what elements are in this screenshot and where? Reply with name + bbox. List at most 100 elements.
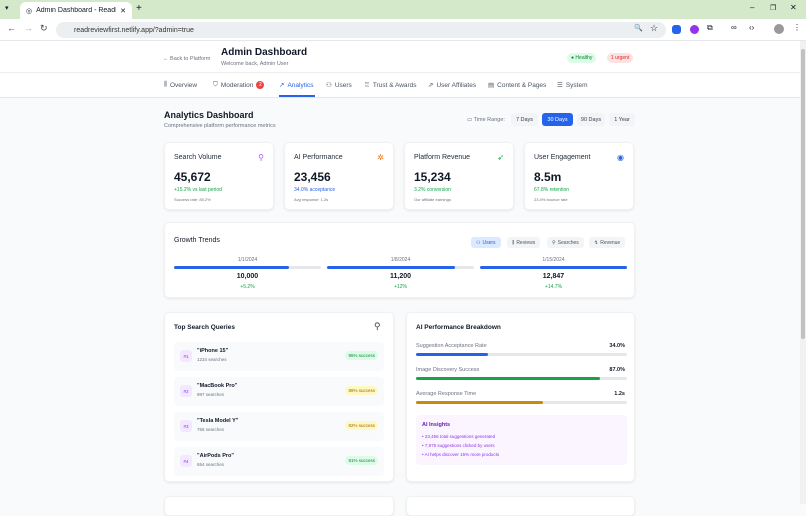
page-title: Admin Dashboard (221, 47, 308, 58)
metric-label: Image Discovery Success (416, 367, 480, 373)
tab-content-pages[interactable]: ▤ Content & Pages (488, 81, 547, 90)
range-30-days-button[interactable]: 30 Days (542, 113, 573, 126)
growth-tab-searches[interactable]: ⚲ Searches (547, 237, 584, 248)
minimize-icon[interactable]: – (750, 3, 755, 12)
zoom-icon[interactable]: 🔍 (634, 25, 643, 32)
profile-avatar[interactable] (774, 24, 784, 34)
insight-item: • 7,975 suggestions clicked by users (422, 443, 495, 448)
close-window-icon[interactable]: ✕ (790, 3, 797, 12)
close-tab-icon[interactable]: ✕ (120, 7, 126, 15)
stat-change: 34.0% acceptance (294, 187, 336, 193)
metric-value: 34.0% (609, 343, 625, 349)
insight-item: • AI helps discover 15% more products (422, 452, 500, 457)
growth-change: +5.2% (240, 284, 255, 290)
back-to-platform-link[interactable]: ← Back to Platform (163, 56, 211, 62)
scrollbar-thumb[interactable] (801, 49, 805, 339)
active-tab-indicator (279, 95, 315, 97)
stat-title: AI Performance (294, 154, 343, 161)
growth-tab-label: Searches (557, 239, 579, 246)
query-rank: #2 (180, 385, 192, 397)
reload-icon[interactable]: ↻ (40, 23, 48, 33)
moderation-count-badge: 2 (256, 81, 265, 89)
link-icon[interactable]: ∞ (731, 23, 737, 32)
growth-trends-card: Growth Trends ⚇ Users ⫼ Reviews ⚲ Searches … (164, 222, 635, 298)
range-7-days-button[interactable]: 7 Days (511, 113, 538, 126)
stat-value: 45,672 (174, 170, 211, 184)
devtools-icon[interactable]: ‹› (749, 23, 755, 32)
growth-value: 11,200 (389, 273, 412, 280)
query-count: 654 searches (197, 462, 225, 467)
url-input[interactable]: readreviewfirst.netlify.app/?admin=true (56, 22, 666, 38)
growth-tab-revenue[interactable]: ↯ Revenue (589, 237, 626, 248)
growth-tab-reviews[interactable]: ⫼ Reviews (507, 237, 541, 248)
sparkle-icon: ✲ (377, 153, 384, 162)
search-query-item[interactable]: #1 "iPhone 15" 1234 searches 95% success (174, 342, 384, 371)
menu-icon[interactable]: ⋮ (793, 23, 801, 32)
search-query-item[interactable]: #3 "Tesla Model Y" 765 searches 82% succ… (174, 412, 384, 441)
stat-value: 8.5m (534, 170, 562, 184)
tab-label: System (565, 81, 588, 89)
metric-value: 87.0% (609, 367, 625, 373)
metric-label: Average Response Time (416, 391, 477, 397)
restore-icon[interactable]: ❐ (770, 5, 777, 12)
tab-trust-awards[interactable]: ♖ Trust & Awards (364, 81, 417, 90)
top-search-queries-card: Top Search Queries ⚲ #1 "iPhone 15" 1234… (164, 312, 394, 482)
tab-moderation[interactable]: ⛉ Moderation 2 (213, 81, 265, 89)
extensions-puzzle-icon[interactable]: ⧉ (707, 23, 713, 32)
tab-analytics[interactable]: ↗ Analytics (279, 81, 314, 90)
database-icon: ☰ (557, 82, 563, 89)
bookmark-star-icon[interactable]: ☆ (650, 23, 659, 33)
forward-icon[interactable]: → (24, 23, 33, 33)
query-success-badge: 82% success (345, 421, 378, 430)
urgent-badge[interactable]: 1 urgent (607, 53, 634, 63)
growth-date: 1/15/2024 (542, 257, 565, 263)
query-success-badge: 95% success (345, 351, 378, 360)
bar-chart-icon: ⫼ (512, 239, 515, 246)
app-header: ← Back to Platform Admin Dashboard Welco… (0, 41, 800, 73)
tab-menu-icon[interactable]: ▾ (5, 5, 9, 12)
growth-tab-users[interactable]: ⚇ Users (471, 237, 501, 248)
page-scrollbar[interactable] (800, 41, 806, 504)
growth-bar-fill (327, 266, 455, 269)
extension-icon[interactable] (672, 25, 681, 34)
stat-title: User Engagement (534, 154, 591, 161)
browser-tab[interactable]: ◎ Admin Dashboard - ReadRevie ✕ (20, 2, 132, 19)
tab-system[interactable]: ☰ System (557, 81, 588, 90)
health-text: Healthy (575, 55, 593, 61)
search-query-item[interactable]: #4 "AirPods Pro" 654 searches 91% succes… (174, 447, 384, 476)
stat-title: Platform Revenue (414, 154, 471, 161)
tab-label: Overview (170, 81, 198, 89)
section-subtitle: Comprehensive platform performance metri… (164, 123, 276, 129)
range-90-days-button[interactable]: 90 Days (577, 113, 605, 126)
new-tab-icon[interactable]: + (136, 3, 142, 14)
range-1-year-button[interactable]: 1 Year (609, 113, 635, 126)
growth-tab-label: Reviews (516, 239, 536, 246)
tab-users[interactable]: ⚇ Users (326, 81, 352, 90)
stat-card-platform-revenue: Platform Revenue ➶ 15,234 3.2% conversio… (404, 142, 514, 210)
tab-label: Content & Pages (497, 81, 547, 89)
stat-note: Our affiliate earnings (414, 197, 451, 202)
metric-bar-fill (416, 401, 543, 404)
shield-icon: ⛉ (213, 81, 218, 88)
search-query-item[interactable]: #2 "MacBook Pro" 987 searches 88% succes… (174, 377, 384, 406)
card-title: AI Performance Breakdown (416, 324, 501, 331)
tab-label: Analytics (287, 81, 314, 89)
query-rank: #3 (180, 420, 192, 432)
search-icon[interactable]: ⚲ (374, 321, 381, 331)
tab-label: Moderation (220, 81, 254, 89)
metric-bar (416, 401, 627, 404)
tab-overview[interactable]: ⫼ Overview (164, 81, 197, 89)
stat-change: +15.2% vs last period (174, 187, 222, 193)
growth-change: +12% (394, 284, 407, 290)
growth-bar-fill (174, 266, 289, 269)
tab-user-affiliates[interactable]: ⇗ User Affiliates (428, 81, 476, 90)
browser-tab-bar: ▾ ◎ Admin Dashboard - ReadRevie ✕ + – ❐ … (0, 0, 806, 19)
users-icon: ⚇ (326, 82, 332, 89)
time-range-text: Time Range: (473, 117, 505, 123)
globe-icon: ◎ (26, 7, 33, 15)
extension-icon[interactable] (690, 25, 699, 34)
trend-icon: ↗ (279, 82, 285, 89)
growth-bar (327, 266, 474, 269)
metric-value: 1.2s (614, 391, 625, 397)
back-icon[interactable]: ← (7, 23, 16, 33)
